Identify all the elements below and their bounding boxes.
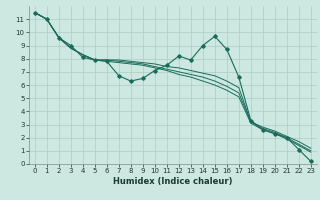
X-axis label: Humidex (Indice chaleur): Humidex (Indice chaleur) (113, 177, 233, 186)
